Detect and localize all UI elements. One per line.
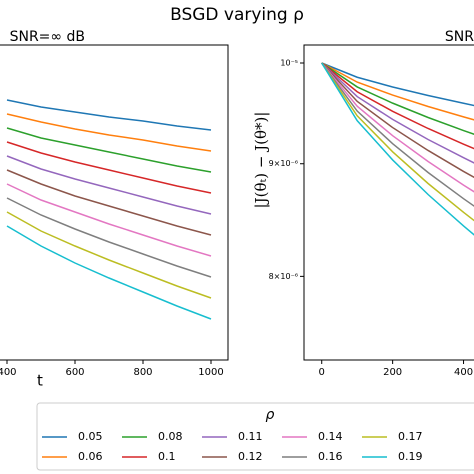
legend-label: 0.19 — [398, 450, 423, 463]
line-series — [6, 155, 212, 215]
y-tick-label: 8×10⁻⁶ — [269, 272, 298, 281]
line-series — [321, 62, 474, 207]
line-series — [6, 99, 212, 131]
legend-label: 0.11 — [238, 430, 263, 443]
line-series — [321, 62, 474, 164]
y-tick-label: 10⁻⁵ — [280, 58, 298, 67]
legend-label: 0.1 — [158, 450, 176, 463]
legend-title: ρ — [266, 407, 275, 423]
line-series — [6, 225, 212, 320]
line-series — [6, 197, 212, 278]
line-series — [321, 62, 474, 107]
line-series — [321, 62, 474, 150]
x-tick-label: 800 — [133, 367, 152, 378]
legend-label: 0.08 — [158, 430, 183, 443]
x-tick-label: 400 — [454, 367, 473, 378]
x-tick-label: 600 — [65, 367, 84, 378]
legend-label: 0.05 — [78, 430, 103, 443]
line-series — [6, 141, 212, 194]
line-series — [6, 211, 212, 299]
legend-box — [36, 402, 474, 471]
line-series — [321, 62, 474, 222]
legend-label: 0.12 — [238, 450, 263, 463]
left-title: SNR=∞ dB — [10, 29, 85, 45]
line-series — [6, 113, 212, 152]
figure-title: BSGD varying ρ — [170, 5, 304, 25]
legend-label: 0.14 — [318, 430, 343, 443]
x-axis-label: t — [37, 372, 43, 390]
legend-label: 0.17 — [398, 430, 423, 443]
line-series — [321, 62, 474, 179]
line-series — [321, 62, 474, 135]
x-tick-label: 200 — [383, 367, 402, 378]
plot-frame — [0, 44, 229, 361]
y-axis-label: |J(θₜ) − J(θ*)| — [252, 112, 270, 209]
line-series — [6, 127, 212, 173]
right-title: SNR — [445, 29, 474, 45]
legend-label: 0.06 — [78, 450, 103, 463]
line-series — [321, 62, 474, 193]
legend-label: 0.16 — [318, 450, 343, 463]
y-tick-label: 9×10⁻⁶ — [269, 159, 298, 168]
line-series — [321, 62, 474, 121]
x-tick-label: 0 — [319, 367, 325, 378]
line-series — [321, 62, 474, 236]
x-tick-label: 1000 — [198, 367, 223, 378]
x-tick-label: 400 — [0, 367, 17, 378]
line-series — [6, 169, 212, 236]
plot-frame — [303, 44, 474, 361]
line-series — [6, 183, 212, 257]
